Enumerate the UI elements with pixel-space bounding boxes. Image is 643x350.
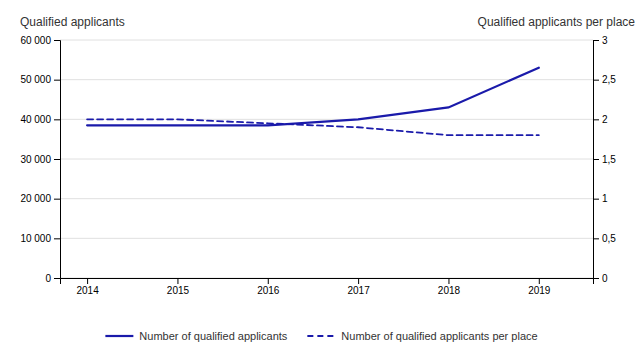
tick: 1,5 bbox=[593, 154, 616, 165]
tick-label: 2019 bbox=[528, 285, 551, 296]
tick-label: 2,5 bbox=[602, 74, 616, 85]
tick: 2016 bbox=[257, 278, 280, 296]
tick-mark bbox=[54, 40, 60, 41]
axis-line bbox=[61, 279, 594, 285]
tick-mark bbox=[268, 278, 269, 284]
tick-mark bbox=[54, 199, 60, 200]
legend-item: Number of qualified applicants bbox=[105, 330, 287, 342]
tick: 3 bbox=[593, 35, 608, 46]
tick-mark bbox=[54, 238, 60, 239]
plot: 201420152016201720182019010 00020 00030 … bbox=[20, 35, 616, 296]
tick-label: 0,5 bbox=[602, 233, 616, 244]
tick-mark bbox=[539, 278, 540, 284]
tick-mark bbox=[448, 278, 449, 284]
x-axis: 2014 2015 2016 2017 2018 2019 bbox=[61, 278, 594, 296]
tick-label: 2018 bbox=[438, 285, 461, 296]
tick: 30 000 bbox=[20, 154, 60, 165]
tick: 2017 bbox=[347, 278, 370, 296]
lines bbox=[87, 68, 539, 135]
tick: 2019 bbox=[528, 278, 551, 296]
legend: Number of qualified applicants Number of … bbox=[105, 330, 537, 342]
tick: 2,5 bbox=[593, 74, 616, 85]
tick-mark bbox=[593, 119, 599, 120]
tick-label: 1 bbox=[602, 193, 608, 204]
tick-label: 20 000 bbox=[20, 193, 51, 204]
y-axis: 0 10 000 20 000 30 000 40 000 50 000 60 000 bbox=[20, 35, 60, 284]
legend-swatch bbox=[307, 335, 335, 337]
tick: 2015 bbox=[167, 278, 190, 296]
tick-mark bbox=[177, 278, 178, 284]
grid-line bbox=[60, 40, 593, 41]
tick: 2014 bbox=[76, 278, 99, 296]
axis-line bbox=[594, 41, 600, 279]
tick-label: 10 000 bbox=[20, 233, 51, 244]
tick-mark bbox=[593, 80, 599, 81]
tick-label: 2014 bbox=[76, 285, 99, 296]
tick: 10 000 bbox=[20, 233, 60, 244]
tick: 60 000 bbox=[20, 35, 60, 46]
tick-label: 40 000 bbox=[20, 114, 51, 125]
tick-label: 30 000 bbox=[20, 154, 51, 165]
tick: 2018 bbox=[438, 278, 461, 296]
tick-mark bbox=[593, 159, 599, 160]
tick-mark bbox=[54, 80, 60, 81]
chart: 201420152016201720182019010 00020 00030 … bbox=[0, 0, 643, 350]
tick-mark bbox=[54, 278, 60, 279]
tick-label: 2 bbox=[602, 114, 608, 125]
tick: 0,5 bbox=[593, 233, 616, 244]
grid-line bbox=[60, 238, 593, 239]
grid-line bbox=[60, 198, 593, 199]
series-line bbox=[87, 68, 539, 126]
tick: 0 bbox=[593, 273, 608, 284]
tick: 20 000 bbox=[20, 193, 60, 204]
tick-label: 1,5 bbox=[602, 154, 616, 165]
tick-mark bbox=[54, 119, 60, 120]
legend-label: Number of qualified applicants per place bbox=[341, 330, 537, 342]
tick-label: 2015 bbox=[167, 285, 190, 296]
tick-mark bbox=[87, 278, 88, 284]
tick-mark bbox=[593, 40, 599, 41]
legend-item: Number of qualified applicants per place bbox=[307, 330, 537, 342]
axis-line bbox=[54, 41, 61, 279]
tick-label: 0 bbox=[45, 273, 51, 284]
tick-label: 0 bbox=[602, 273, 608, 284]
tick-mark bbox=[593, 199, 599, 200]
grid-line bbox=[60, 159, 593, 160]
series-line bbox=[87, 119, 539, 135]
tick: 50 000 bbox=[20, 74, 60, 85]
legend-label: Number of qualified applicants bbox=[139, 330, 287, 342]
tick-label: 50 000 bbox=[20, 74, 51, 85]
tick-label: 2016 bbox=[257, 285, 280, 296]
legend-swatch bbox=[105, 335, 133, 337]
y2-axis-title: Qualified applicants per place bbox=[478, 15, 636, 29]
y-axis-title: Qualified applicants bbox=[20, 15, 125, 29]
tick: 0 bbox=[45, 273, 60, 284]
tick-label: 2017 bbox=[347, 285, 370, 296]
tick-mark bbox=[358, 278, 359, 284]
tick: 1 bbox=[593, 193, 608, 204]
grid bbox=[60, 40, 593, 278]
tick: 2 bbox=[593, 114, 608, 125]
tick-mark bbox=[593, 278, 599, 279]
tick-mark bbox=[54, 159, 60, 160]
tick-mark bbox=[593, 238, 599, 239]
tick-label: 3 bbox=[602, 35, 608, 46]
tick-label: 60 000 bbox=[20, 35, 51, 46]
tick: 40 000 bbox=[20, 114, 60, 125]
y2-axis: 0 0,5 1 1,5 2 2,5 3 bbox=[593, 35, 616, 284]
